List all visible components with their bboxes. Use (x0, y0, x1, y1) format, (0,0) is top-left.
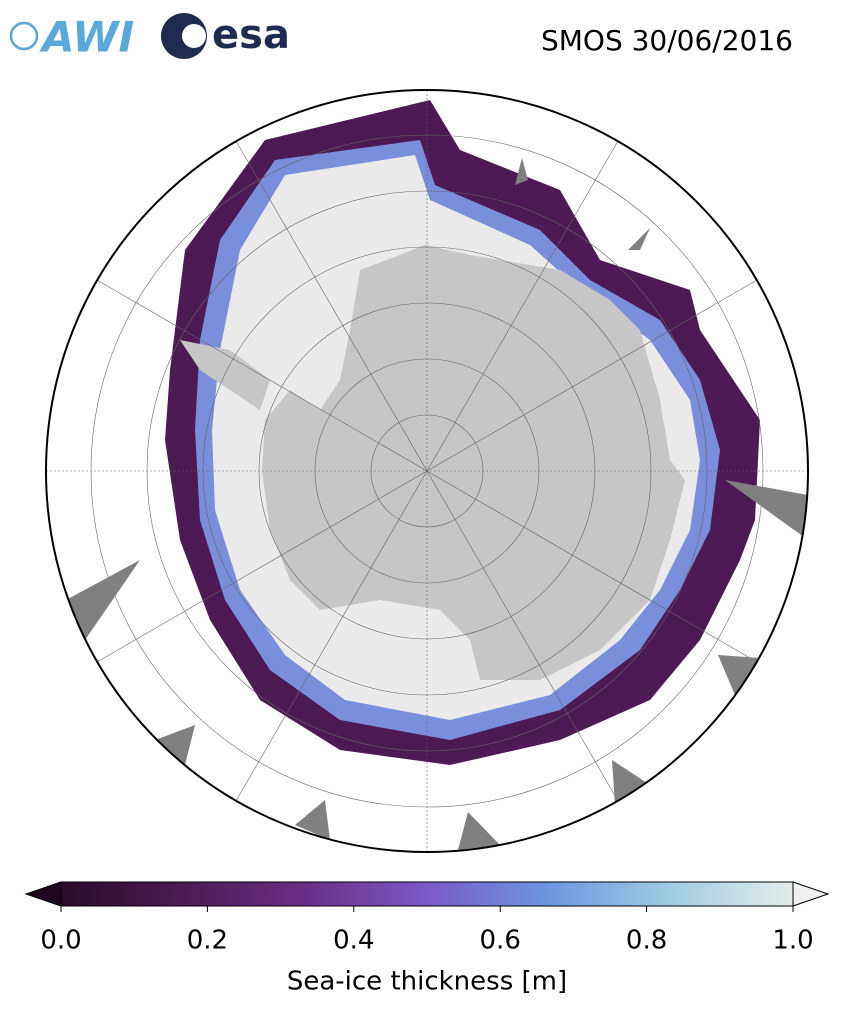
esa-globe-inner (182, 24, 206, 48)
colorbar-label: Sea-ice thickness [m] (287, 967, 567, 997)
title: SMOS 30/06/2016 (541, 24, 793, 57)
colorbar-tick-label: 0.4 (333, 926, 374, 956)
colorbar-tick-label: 0.6 (480, 926, 521, 956)
antarctica (180, 245, 685, 680)
esa-logo: esa (161, 12, 290, 59)
awi-logo-text: AWI (39, 13, 134, 62)
no-data-sectors (66, 158, 808, 850)
graticule (46, 90, 808, 852)
esa-logo-text: esa (212, 12, 290, 58)
colorbar-tick-label: 0.8 (626, 926, 667, 956)
awi-logo: AWI (9, 13, 134, 62)
colorbar-extend-max (792, 881, 830, 907)
colorbar-tick-label: 0.0 (40, 926, 81, 956)
awi-globe (9, 21, 39, 51)
colorbar-tick-label: 1.0 (772, 926, 813, 956)
colorbar (24, 881, 830, 912)
colorbar-ramp (60, 881, 794, 907)
map (46, 90, 808, 852)
colorbar-tick-label: 0.2 (187, 926, 228, 956)
map-frame (45, 89, 809, 853)
colorbar-extend-min (24, 881, 62, 907)
